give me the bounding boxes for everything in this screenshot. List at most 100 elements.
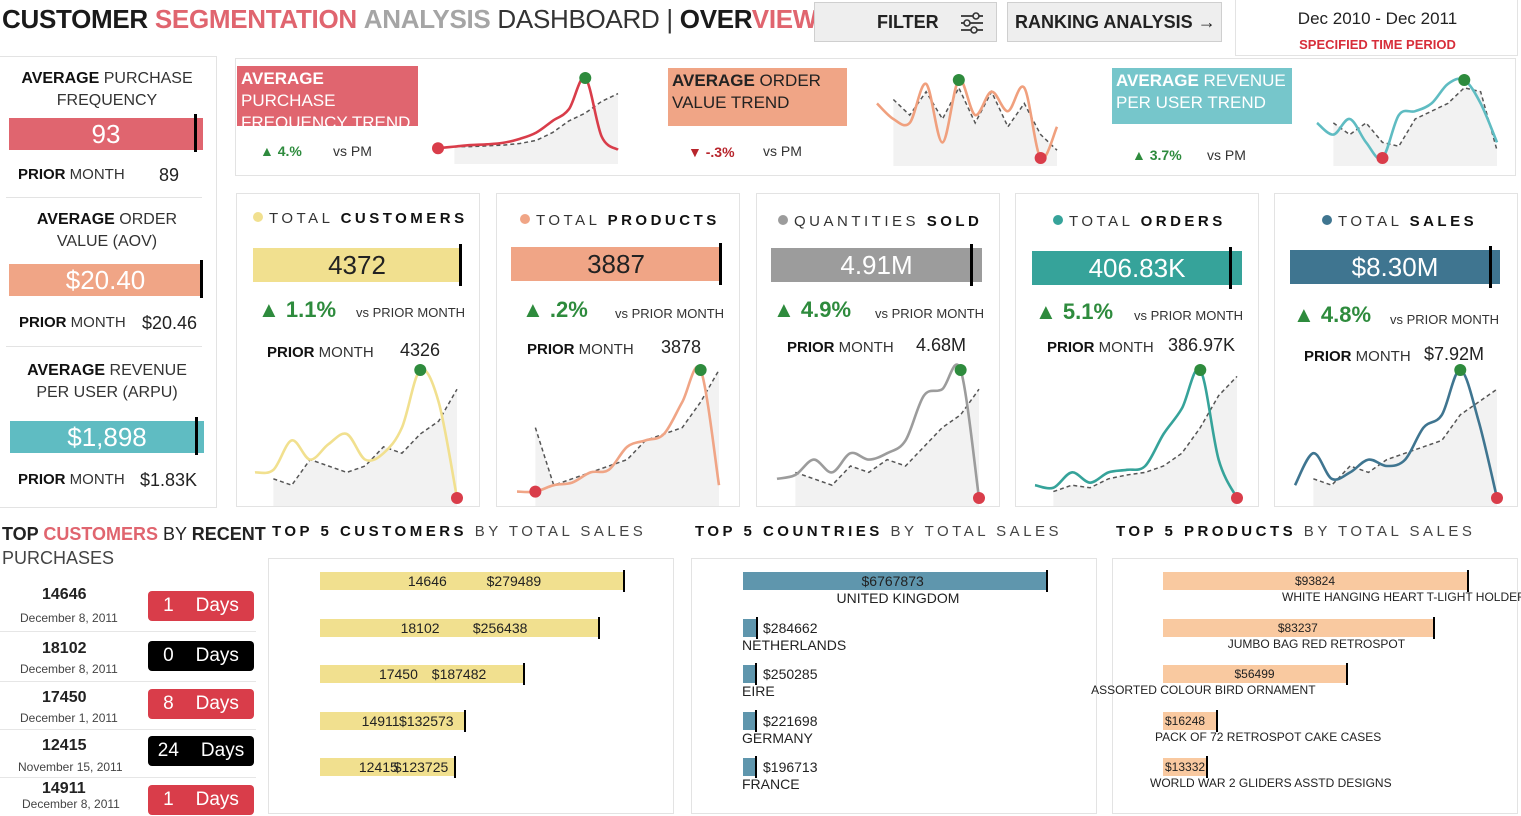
kpi-quantities-dot-icon: [778, 215, 788, 225]
kpi-orders-bar: 406.83K: [1032, 251, 1242, 285]
bar[interactable]: [743, 711, 755, 730]
bar-value-label: $187482: [431, 666, 487, 682]
bar-category-label: 14646: [407, 573, 447, 589]
kpi-quantities-title: QUANTITIES SOLD: [778, 213, 982, 230]
kpi-quantities-target-marker: [970, 244, 973, 286]
bar-category-label: ASSORTED COLOUR BIRD ORNAMENT: [1091, 683, 1316, 697]
bar-end-marker: [463, 709, 466, 732]
recent-customer-id: 18102: [42, 640, 87, 657]
sliders-icon: [959, 12, 985, 34]
min-point: [451, 492, 463, 504]
min-point: [529, 485, 542, 498]
max-point: [1458, 74, 1471, 86]
title-word-segmentation: SEGMENTATION: [154, 4, 357, 34]
arpu-target-marker: [195, 417, 198, 455]
prior-area: [1053, 376, 1237, 506]
bar-category-label: JUMBO BAG RED RETROSPOT: [1227, 636, 1406, 651]
bar-value-label: $16248: [1165, 713, 1206, 728]
prior-series-line: [892, 86, 1058, 151]
bar[interactable]: [320, 572, 623, 590]
bar[interactable]: [1163, 711, 1216, 730]
prior-series-line: [795, 388, 980, 487]
bar[interactable]: [320, 711, 464, 730]
kpi-sales-bar: $8.30M: [1290, 250, 1500, 284]
current-series-line: [1034, 367, 1239, 499]
bar[interactable]: [743, 572, 1046, 590]
min-point: [973, 492, 985, 504]
top-countries-title: TOP 5 COUNTRIES BY TOTAL SALES: [695, 523, 1063, 540]
bar-end-marker: [755, 709, 757, 732]
recent-row[interactable]: 14646 December 8, 2011 1 Days: [0, 584, 256, 632]
recent-title: TOP CUSTOMERS BY RECENT: [2, 524, 266, 544]
bar-category-label: WHITE HANGING HEART T-LIGHT HOLDER: [1282, 590, 1521, 604]
kpi-sales-prior-value: $7.92M: [1424, 344, 1485, 364]
kpi-sales-dot-icon: [1322, 215, 1332, 225]
recent-row[interactable]: 12415 November 15, 2011 24 Days: [0, 730, 256, 778]
bar-value-label: $221698: [763, 712, 818, 729]
min-point: [1491, 492, 1503, 504]
kpi-orders-dot-icon: [1053, 215, 1063, 225]
title-word-dashboard: DASHBOARD: [497, 4, 660, 34]
arpu-bar: $1,898: [10, 421, 204, 453]
kpi-quantities-value: 4.91M: [840, 250, 913, 280]
freq-label: AVERAGE PURCHASE FREQUENCY: [21, 70, 193, 109]
ranking-analysis-button[interactable]: RANKING ANALYSIS →: [1007, 2, 1222, 42]
current-series-line: [876, 78, 1059, 161]
bar-category-label: 17450: [378, 666, 418, 682]
bar-end-marker: [523, 663, 526, 685]
bar-category-label: 14911: [361, 712, 400, 729]
bar[interactable]: [743, 618, 756, 637]
trend-freq-title: AVERAGE PURCHASE FREQUENCY TREND: [237, 66, 418, 132]
bar[interactable]: [320, 618, 598, 637]
aov-prior-value: $20.46: [142, 313, 198, 333]
prior-series-line: [534, 369, 720, 487]
bar[interactable]: [1163, 572, 1467, 590]
trend-aov-sparkline: [876, 74, 1059, 166]
bar[interactable]: [1163, 758, 1207, 776]
bar-value-label: $123725: [393, 759, 449, 775]
prior-series-line: [273, 388, 458, 487]
recent-row[interactable]: 18102 December 8, 2011 0 Days: [0, 634, 256, 682]
kpi-orders-prior-label: PRIOR MONTH: [1047, 339, 1154, 356]
recent-row[interactable]: 14911 December 8, 2011 1 Days: [0, 776, 256, 816]
bar-end-marker: [1206, 756, 1209, 778]
aov-prior-label: PRIOR MONTH: [19, 314, 126, 331]
period-panel: Dec 2010 - Dec 2011 SPECIFIED TIME PERIO…: [1235, 0, 1518, 56]
kpi-orders-value: 406.83K: [1088, 253, 1186, 283]
kpi-orders-prior-value: 386.97K: [1168, 335, 1236, 355]
bar-category-label: PACK OF 72 RETROSPOT CAKE CASES: [1155, 729, 1382, 744]
min-point: [1231, 492, 1243, 504]
max-point: [579, 72, 592, 84]
kpi-sales-value: $8.30M: [1351, 252, 1439, 282]
kpi-customers-value: 4372: [328, 250, 386, 280]
bar-end-marker: [1467, 570, 1469, 592]
bar-value-label: $83237: [1277, 620, 1318, 635]
prior-series-line: [1053, 375, 1238, 493]
bar-category-label: 12415: [358, 759, 398, 775]
bar[interactable]: [1163, 618, 1433, 637]
arpu-label: AVERAGE REVENUE PER USER (ARPU): [27, 362, 187, 401]
title-word-analysis: ANALYSIS: [363, 4, 491, 34]
bar[interactable]: [320, 758, 455, 776]
bar[interactable]: [320, 665, 524, 683]
kpi-quantities-sparkline: [776, 363, 985, 506]
trend-aov-title: AVERAGE ORDER VALUE TREND: [668, 68, 847, 126]
bar[interactable]: [743, 758, 755, 776]
title-separator: |: [666, 4, 673, 34]
recent-row[interactable]: 17450 December 1, 2011 8 Days: [0, 682, 256, 730]
filter-button[interactable]: FILTER: [814, 2, 997, 42]
bar[interactable]: [1163, 665, 1347, 683]
trend-aov-delta: ▼ -.3%: [688, 144, 735, 160]
max-point: [1194, 364, 1207, 376]
kpi-sales-delta: ▲ 4.8%: [1293, 302, 1372, 327]
kpi-products-title: TOTAL PRODUCTS: [520, 212, 720, 229]
kpi-orders-vs: vs PRIOR MONTH: [1134, 308, 1244, 323]
period-caption: SPECIFIED TIME PERIOD: [1299, 37, 1456, 52]
title-word-over: OVER: [679, 4, 752, 34]
max-point: [414, 364, 427, 376]
bar-end-marker: [755, 756, 757, 778]
bar-value-label: $250285: [763, 666, 818, 682]
freq-prior-value: 89: [159, 165, 180, 185]
prior-area: [893, 87, 1057, 166]
bar[interactable]: [743, 665, 755, 683]
